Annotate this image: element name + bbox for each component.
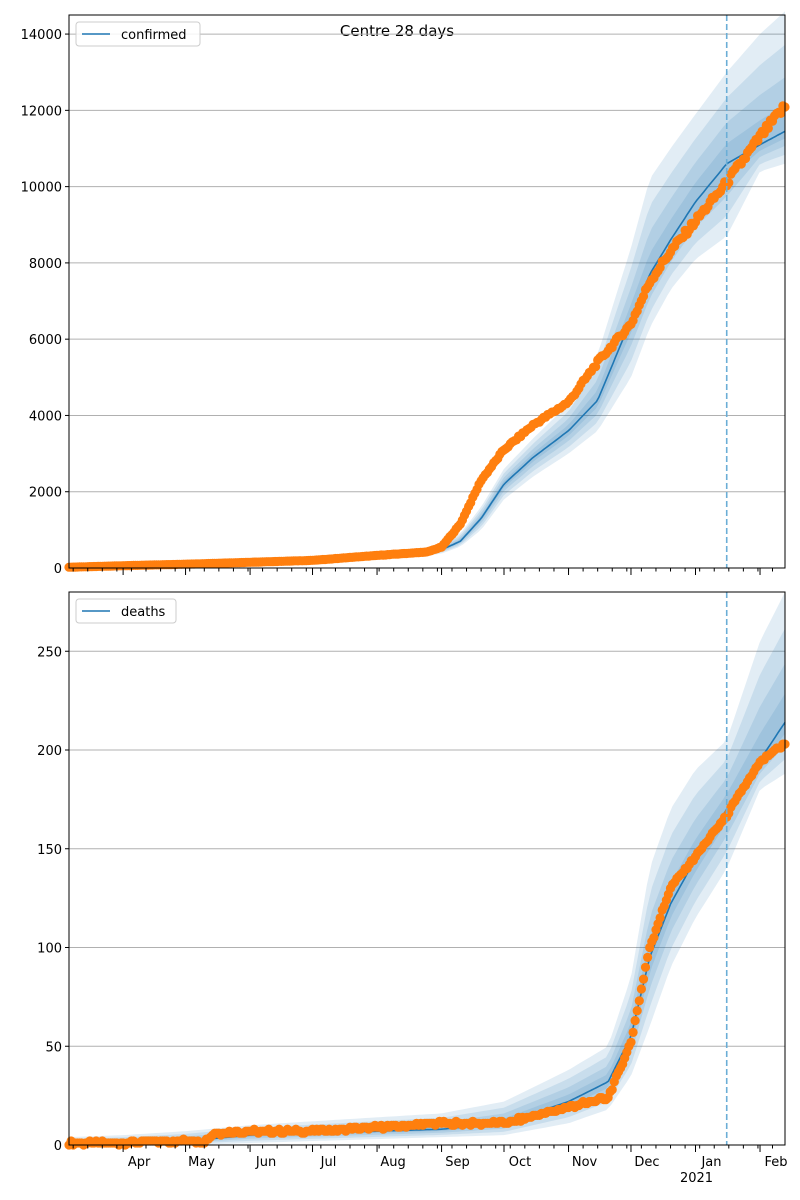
x-tick-label: Jan: [700, 1155, 721, 1170]
y-tick-label: 6000: [29, 333, 62, 348]
observed-point: [628, 1027, 638, 1037]
observed-point: [634, 996, 644, 1006]
legend-label: deaths: [121, 605, 166, 620]
legend-box: [75, 21, 201, 47]
x-tick-label: Apr: [128, 1155, 151, 1170]
observed-point: [763, 123, 773, 133]
y-tick-label: 200: [37, 744, 62, 759]
legend: deaths: [75, 598, 177, 624]
x-tick-label: Oct: [509, 1155, 531, 1170]
y-tick-label: 14000: [21, 28, 62, 43]
y-tick-label: 250: [37, 645, 62, 660]
axes-frame: [68, 591, 786, 1146]
observed-point: [607, 1085, 617, 1095]
confirmed-panel: 0 2000 4000 6000 8000 10000 12000 14000 confirme…: [21, 11, 790, 577]
y-tick-label: 12000: [21, 104, 62, 119]
observed-point: [643, 952, 653, 963]
y-tick-label: 2000: [29, 486, 62, 501]
observed-point: [724, 178, 734, 188]
x-year-label: 2021: [680, 1171, 713, 1186]
y-tick-label: 0: [54, 562, 62, 577]
y-tick-label: 0: [54, 1139, 62, 1154]
observed-point: [638, 974, 649, 984]
y-tick-label: 50: [45, 1040, 62, 1055]
x-tick-label: Nov: [572, 1155, 598, 1170]
uncertainty-band: [69, 44, 785, 568]
uncertainty-band: [69, 11, 785, 568]
observed-point: [632, 1006, 642, 1016]
observed-point: [655, 913, 665, 923]
x-tick-label: Feb: [765, 1155, 788, 1170]
legend-box: [75, 598, 177, 624]
observed-point: [636, 984, 647, 994]
x-tick-label: May: [188, 1155, 215, 1170]
x-tick-label: Jul: [320, 1155, 337, 1170]
y-tick-label: 150: [37, 843, 62, 858]
x-tick-label: Jun: [255, 1155, 276, 1170]
x-tick-label: Aug: [380, 1155, 405, 1170]
x-tick-label: Sep: [445, 1155, 470, 1170]
observed-point: [630, 1016, 640, 1026]
axes-frame: [68, 14, 786, 569]
legend: confirmed: [75, 21, 201, 47]
observed-point: [649, 933, 659, 943]
y-tick-label: 4000: [29, 409, 62, 424]
y-tick-label: 100: [37, 942, 62, 957]
observed-point: [640, 962, 651, 972]
observed-point: [626, 1037, 636, 1047]
x-tick-label: Dec: [634, 1155, 659, 1170]
y-tick-label: 8000: [29, 257, 62, 272]
y-tick-label: 10000: [21, 181, 62, 196]
deaths-panel: 0 50 100 150 200 250 Apr May Jun Jul Aug Sep Oct Nov D…: [37, 591, 790, 1186]
legend-label: confirmed: [121, 28, 187, 43]
chart-title: Centre 28 days: [340, 22, 454, 40]
